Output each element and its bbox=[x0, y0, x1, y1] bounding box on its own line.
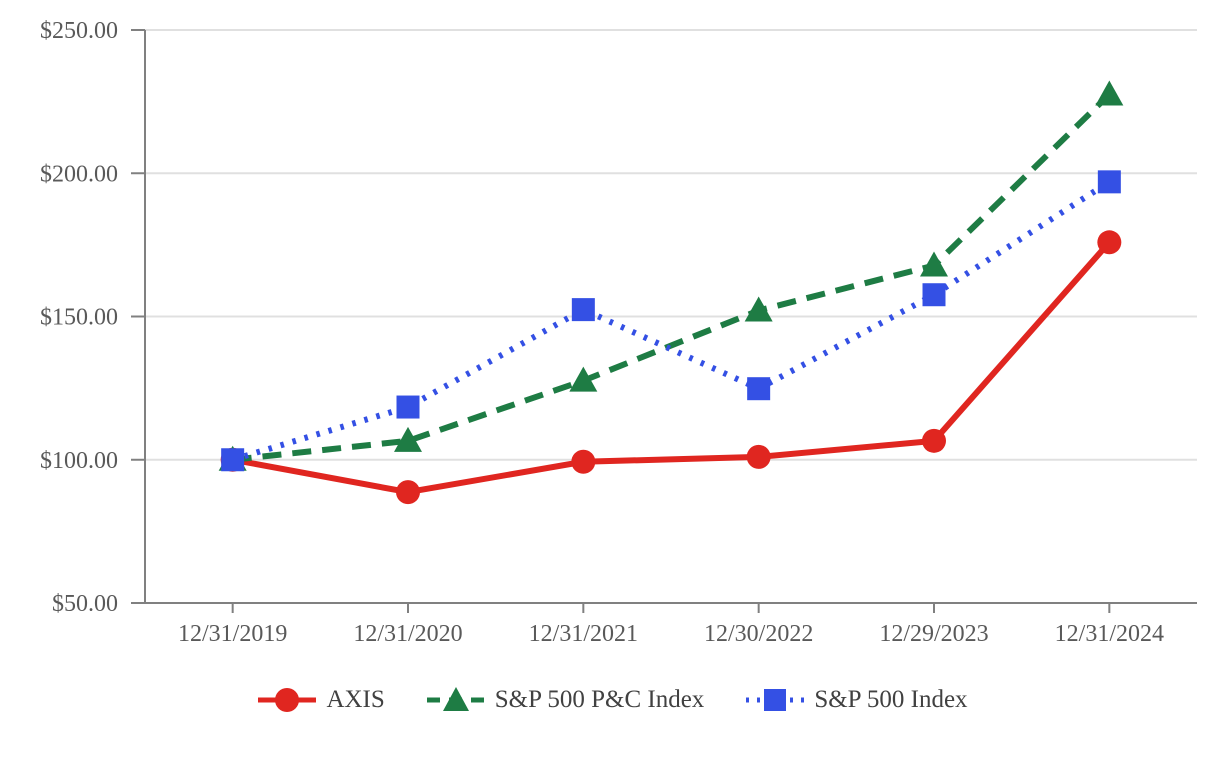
y-tick-label: $250.00 bbox=[40, 18, 118, 44]
data-point-marker bbox=[1095, 80, 1124, 106]
gridlines bbox=[145, 29, 1197, 604]
x-tick-label: 12/31/2021 bbox=[529, 621, 638, 647]
legend-item-sp500-pc-index: S&P 500 P&C Index bbox=[426, 686, 705, 714]
legend-label-sp500-index: S&P 500 Index bbox=[814, 686, 968, 713]
data-point-marker bbox=[744, 296, 773, 322]
legend-label-sp500-pc-index: S&P 500 P&C Index bbox=[494, 686, 705, 713]
y-tick-label: $200.00 bbox=[40, 161, 118, 187]
sp500-pc-series-marker-icon bbox=[426, 686, 485, 714]
data-point-marker bbox=[396, 480, 420, 505]
legend-item-sp500-index: S&P 500 Index bbox=[746, 686, 968, 714]
data-point-marker bbox=[922, 428, 946, 453]
data-point-marker bbox=[569, 366, 598, 392]
legend-item-axis: AXIS bbox=[258, 686, 385, 714]
y-tick-label: $150.00 bbox=[40, 305, 118, 331]
series-line-0 bbox=[232, 240, 1112, 496]
x-tick-label: 12/31/2019 bbox=[178, 621, 287, 647]
data-point-marker bbox=[1097, 170, 1121, 194]
data-point-marker bbox=[396, 395, 420, 419]
x-tick-label: 12/31/2020 bbox=[353, 621, 462, 647]
series-2 bbox=[221, 170, 1121, 472]
series-line-2 bbox=[231, 179, 1111, 463]
y-axis-labels: $250.00 $200.00 $150.00 $100.00 $50.00 bbox=[40, 18, 145, 617]
data-point-marker bbox=[746, 444, 771, 469]
data-point-marker bbox=[571, 449, 596, 474]
x-axis-labels: 12/31/2019 12/31/2020 12/31/2021 12/30/2022… bbox=[178, 603, 1164, 647]
chart-legend: AXIS S&P 500 P&C Index S&P 500 Index bbox=[0, 686, 1226, 714]
sp500-series-marker-icon bbox=[746, 686, 805, 714]
series-line-1 bbox=[232, 92, 1112, 463]
data-point-marker bbox=[747, 377, 771, 401]
data-point-marker bbox=[394, 426, 422, 452]
legend-label-axis: AXIS bbox=[326, 686, 385, 713]
x-tick-label: 12/30/2022 bbox=[704, 621, 813, 647]
data-point-marker bbox=[221, 448, 245, 472]
data-point-marker bbox=[920, 251, 948, 277]
data-point-marker bbox=[922, 283, 946, 307]
x-tick-label: 12/31/2024 bbox=[1055, 621, 1164, 647]
y-tick-label: $100.00 bbox=[40, 448, 118, 474]
series-1 bbox=[218, 80, 1124, 471]
x-tick-label: 12/29/2023 bbox=[879, 621, 988, 647]
data-point-marker bbox=[1097, 230, 1122, 255]
axis-series-marker-icon bbox=[258, 686, 317, 714]
data-point-marker bbox=[571, 298, 595, 322]
series-0 bbox=[220, 230, 1122, 505]
y-tick-label: $50.00 bbox=[52, 591, 118, 617]
